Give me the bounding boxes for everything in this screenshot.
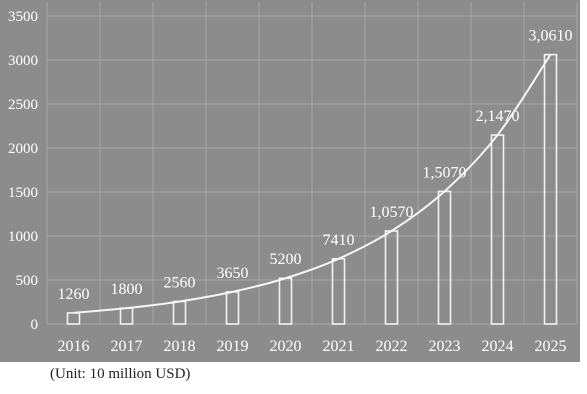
y-tick-label: 2000 — [8, 141, 38, 157]
plot-background — [0, 0, 580, 362]
y-tick-label: 0 — [31, 317, 39, 333]
data-label: 1,5070 — [423, 164, 467, 181]
data-label: 1260 — [58, 286, 90, 303]
data-label: 2560 — [164, 274, 196, 291]
y-tick-label: 1500 — [8, 185, 38, 201]
data-label: 3650 — [217, 265, 249, 282]
x-tick-label: 2016 — [58, 338, 90, 355]
data-label: 3,0610 — [529, 28, 573, 45]
y-tick-label: 3500 — [8, 9, 38, 25]
x-tick-label: 2020 — [270, 338, 302, 355]
data-label: 2,1470 — [476, 108, 520, 125]
y-tick-label: 1000 — [8, 229, 38, 245]
x-tick-label: 2019 — [217, 338, 249, 355]
x-tick-label: 2022 — [376, 338, 408, 355]
data-label: 5200 — [270, 251, 302, 268]
data-label: 7410 — [323, 232, 355, 249]
x-tick-label: 2018 — [164, 338, 196, 355]
x-tick-label: 2023 — [429, 338, 461, 355]
y-tick-label: 500 — [16, 273, 39, 289]
y-tick-label: 2500 — [8, 97, 38, 113]
data-label: 1800 — [111, 281, 143, 298]
x-tick-label: 2017 — [111, 338, 143, 355]
x-tick-label: 2025 — [535, 338, 567, 355]
data-label: 1,0570 — [370, 204, 414, 221]
y-tick-label: 3000 — [8, 53, 38, 69]
x-tick-label: 2021 — [323, 338, 355, 355]
trend-curve — [73, 54, 552, 314]
x-tick-label: 2024 — [482, 338, 514, 355]
unit-note: (Unit: 10 million USD) — [50, 366, 191, 382]
